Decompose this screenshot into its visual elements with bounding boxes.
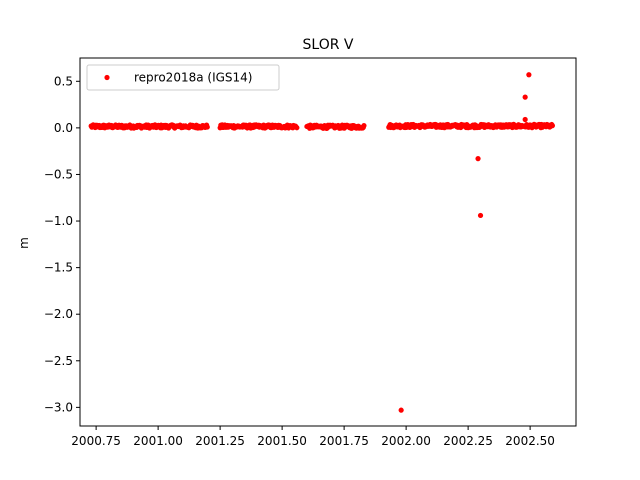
x-tick-label: 2002.00: [381, 434, 431, 448]
x-tick-label: 2001.50: [257, 434, 307, 448]
y-tick-label: −3.0: [44, 400, 73, 414]
x-tick-label: 2001.25: [195, 434, 245, 448]
data-point: [522, 94, 528, 100]
x-tick-label: 2001.75: [319, 434, 369, 448]
data-point: [204, 124, 210, 130]
y-tick-label: −0.5: [44, 167, 73, 181]
legend: repro2018a (IGS14): [86, 64, 280, 91]
plot-points: [88, 72, 556, 413]
data-point: [477, 212, 484, 219]
x-tick-label: 2002.50: [505, 434, 555, 448]
legend-label: repro2018a (IGS14): [134, 71, 252, 85]
data-point: [522, 116, 528, 123]
y-tick-label: 0.0: [54, 121, 73, 135]
data-point: [398, 407, 404, 413]
x-tick-label: 2000.75: [71, 434, 121, 448]
legend-marker: [104, 74, 110, 81]
y-axis-label: m: [17, 237, 31, 249]
y-tick-label: −2.0: [44, 307, 73, 321]
y-tick-label: 0.5: [54, 74, 73, 88]
data-point: [549, 123, 556, 129]
chart-title: SLOR V: [303, 37, 354, 53]
x-tick-label: 2002.25: [443, 434, 493, 448]
data-point: [294, 125, 300, 131]
plot-area-frame: [79, 57, 577, 427]
legend-box: [86, 64, 280, 91]
y-axis: 0.5 0.0 −0.5 −1.0 −1.5 −2.0 −2.5 −3.0: [44, 74, 80, 414]
data-point: [475, 156, 481, 162]
x-axis: 2000.75 2001.00 2001.25 2001.50 2001.75 2002.…: [71, 426, 555, 448]
y-tick-label: −2.5: [44, 354, 73, 368]
y-tick-label: −1.0: [44, 214, 73, 228]
data-point: [361, 123, 367, 129]
x-tick-label: 2001.00: [133, 434, 183, 448]
data-point: [526, 72, 532, 78]
y-tick-label: −1.5: [44, 261, 73, 275]
